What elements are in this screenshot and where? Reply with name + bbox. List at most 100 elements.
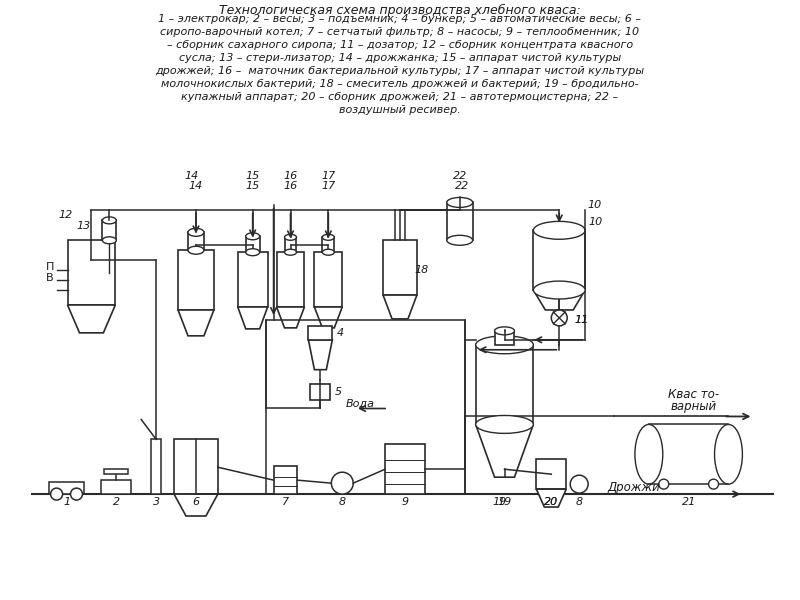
Ellipse shape (494, 327, 514, 335)
Text: – сборник сахарного сиропа; 11 – дозатор; 12 – сборник концентрата квасного: – сборник сахарного сиропа; 11 – дозатор… (167, 40, 633, 50)
Text: 16: 16 (283, 170, 298, 181)
Bar (446, 202, 473, 240)
Text: 1 – электрокар; 2 – весы; 3 – подъемник; 4 – бункер; 5 – автоматические весы; 6 : 1 – электрокар; 2 – весы; 3 – подъемник;… (158, 14, 642, 25)
Text: 10: 10 (587, 200, 602, 211)
Bar (67, 240, 115, 305)
Text: 11: 11 (574, 315, 588, 325)
Polygon shape (383, 295, 417, 319)
Text: Вода: Вода (346, 398, 374, 409)
Bar (649, 424, 729, 484)
Text: 17: 17 (322, 181, 335, 191)
Circle shape (709, 479, 718, 489)
Text: 16: 16 (283, 181, 298, 191)
Text: 8: 8 (576, 497, 582, 507)
Polygon shape (534, 290, 585, 310)
Ellipse shape (102, 217, 116, 224)
Polygon shape (67, 305, 115, 333)
Circle shape (658, 479, 669, 489)
Bar (277, 252, 305, 307)
Ellipse shape (446, 197, 473, 208)
Text: 20: 20 (544, 497, 558, 507)
Text: 11: 11 (574, 315, 588, 325)
Bar (188, 232, 204, 250)
Polygon shape (178, 310, 214, 336)
Bar (534, 230, 585, 290)
Ellipse shape (635, 424, 662, 484)
Ellipse shape (322, 249, 334, 255)
Bar (266, 320, 465, 494)
Text: 6: 6 (192, 497, 199, 507)
Ellipse shape (534, 221, 585, 239)
Ellipse shape (534, 281, 585, 299)
Text: В: В (46, 273, 54, 283)
Text: молочнокислых бактерий; 18 – смеситель дрожжей и бактерий; 19 – бродильно-: молочнокислых бактерий; 18 – смеситель д… (161, 79, 639, 89)
Text: Квас то-: Квас то- (668, 388, 719, 401)
Circle shape (551, 310, 567, 326)
Ellipse shape (285, 249, 297, 255)
Text: 4: 4 (337, 328, 344, 338)
Polygon shape (277, 307, 305, 328)
Bar (536, 459, 566, 489)
Bar (285, 237, 297, 252)
Text: 15: 15 (246, 181, 260, 191)
Text: сусла; 13 – стери-лизатор; 14 – дрожжанка; 15 – аппарат чистой культуры: сусла; 13 – стери-лизатор; 14 – дрожжанк… (179, 53, 621, 63)
Text: П: П (46, 262, 54, 272)
Text: 8: 8 (338, 497, 346, 507)
Circle shape (570, 475, 588, 493)
Text: сиропо-варочный котел; 7 – сетчатый фильтр; 8 – насосы; 9 – теплообменник; 10: сиропо-варочный котел; 7 – сетчатый филь… (161, 27, 639, 37)
Bar (639, 424, 738, 484)
Bar (246, 236, 260, 252)
Text: 14: 14 (189, 181, 203, 191)
Bar (385, 445, 425, 494)
Text: 10: 10 (588, 217, 602, 227)
Bar (102, 220, 116, 240)
Text: купажный аппарат; 20 – сборник дрожжей; 21 – автотермоцистерна; 22 –: купажный аппарат; 20 – сборник дрожжей; … (182, 92, 618, 102)
Text: 15: 15 (246, 170, 260, 181)
Ellipse shape (446, 235, 473, 245)
Bar (174, 439, 218, 494)
Ellipse shape (246, 249, 260, 256)
Text: воздушный ресивер.: воздушный ресивер. (339, 105, 461, 115)
Text: 9: 9 (402, 497, 409, 507)
Circle shape (70, 488, 82, 500)
Bar (309, 326, 332, 340)
Text: 14: 14 (185, 170, 199, 181)
Text: Технологическая схема производства хлебного кваса:: Технологическая схема производства хлебн… (219, 4, 581, 17)
Bar (314, 252, 342, 307)
Bar (238, 252, 268, 307)
Ellipse shape (476, 336, 534, 354)
Text: 2: 2 (113, 497, 120, 507)
Text: 19: 19 (498, 497, 512, 507)
Bar (102, 480, 131, 494)
Text: 19: 19 (493, 497, 506, 507)
Bar (178, 250, 214, 310)
Ellipse shape (714, 424, 742, 484)
Ellipse shape (246, 233, 260, 240)
Text: 22: 22 (454, 181, 469, 191)
Bar (322, 237, 334, 252)
Ellipse shape (102, 237, 116, 244)
Text: 17: 17 (322, 170, 335, 181)
Text: 1: 1 (63, 497, 70, 507)
Bar (274, 466, 298, 494)
Polygon shape (536, 489, 566, 507)
Bar (494, 331, 514, 345)
Bar (49, 482, 85, 494)
Polygon shape (476, 424, 534, 477)
Bar (476, 345, 534, 424)
Text: Дрожжи: Дрожжи (607, 481, 660, 494)
Ellipse shape (188, 229, 204, 236)
Ellipse shape (285, 235, 297, 240)
Bar (310, 383, 330, 400)
Ellipse shape (188, 246, 204, 254)
Bar (383, 240, 417, 295)
Text: 7: 7 (282, 497, 289, 507)
Circle shape (331, 472, 354, 494)
Polygon shape (309, 340, 332, 370)
Text: 20: 20 (544, 497, 558, 507)
Text: 12: 12 (58, 211, 73, 220)
Text: дрожжей; 16 –  маточник бактериальной культуры; 17 – аппарат чистой культуры: дрожжей; 16 – маточник бактериальной кул… (155, 66, 645, 76)
Ellipse shape (476, 415, 534, 433)
Text: 13: 13 (76, 221, 90, 232)
Text: 5: 5 (334, 386, 342, 397)
